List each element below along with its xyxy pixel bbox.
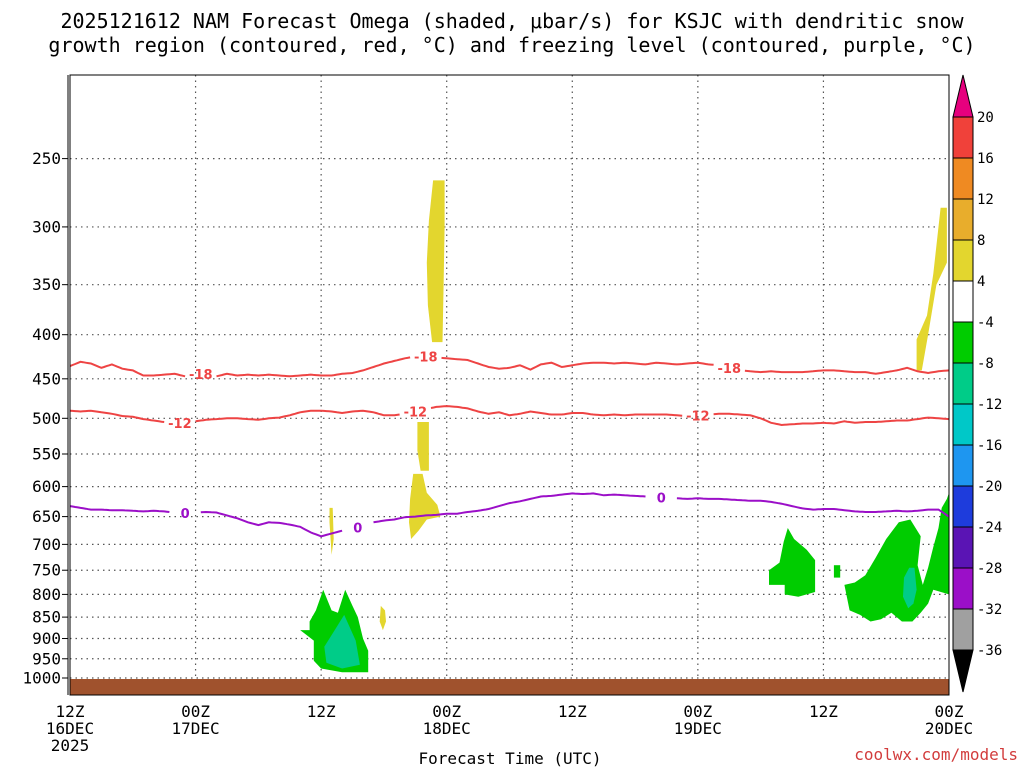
x-tick-label: 19DEC <box>674 719 722 738</box>
omega-shaded-region <box>903 567 917 609</box>
y-tick-label: 500 <box>32 409 61 428</box>
y-tick-label: 550 <box>32 445 61 464</box>
omega-shaded-region <box>379 605 386 631</box>
y-tick-label: 850 <box>32 608 61 627</box>
omega-shaded-region <box>916 207 947 371</box>
y-axis-tick-labels: 250 300 350 400 450 500 550 600 650 700 750 800 850 9… <box>22 149 68 688</box>
colorbar-label: 12 <box>977 192 994 208</box>
y-tick-label: 400 <box>32 325 61 344</box>
x-tick-label: 12Z <box>56 702 85 721</box>
omega-shaded-region <box>324 614 360 669</box>
plot-border <box>69 74 950 696</box>
omega-shaded-region <box>769 528 816 597</box>
y-tick-label: 450 <box>32 369 61 388</box>
y-tick-label: 800 <box>32 585 61 604</box>
y-tick-label: 750 <box>32 561 61 580</box>
colorbar-bin <box>952 485 974 528</box>
colorbar-bin <box>952 403 974 446</box>
y-tick-label: 300 <box>32 217 61 236</box>
contour-label: -12 <box>404 405 428 420</box>
omega-shaded-regions <box>300 180 949 673</box>
x-tick-label: 17DEC <box>171 719 219 738</box>
contour-label: 0 <box>657 491 666 506</box>
contour-line-0 <box>69 492 950 538</box>
colorbar-bin <box>952 116 974 159</box>
chart-title-line-1: 2025121612 NAM Forecast Omega (shaded, μ… <box>60 9 964 33</box>
colorbar-label: 4 <box>977 274 985 290</box>
colorbar-bin <box>952 280 974 323</box>
colorbar-label: -20 <box>977 479 1002 495</box>
contour-label: -12 <box>168 417 192 432</box>
contour-label: 0 <box>181 507 190 522</box>
colorbar-bin <box>952 608 974 651</box>
omega-shaded-region <box>426 180 445 343</box>
colorbar-arrow-bottom <box>952 649 974 693</box>
colorbar-label: 8 <box>977 233 985 249</box>
colorbar-arrow-top <box>952 74 974 118</box>
y-tick-label: 950 <box>32 649 61 668</box>
plot-background <box>70 75 949 695</box>
x-tick-label: 00Z <box>935 702 964 721</box>
contour-line--12 <box>69 405 950 427</box>
colorbar-bin <box>952 567 974 610</box>
plot-area <box>70 75 949 695</box>
colorbar-bin <box>952 321 974 364</box>
contour-label: -18 <box>718 362 742 377</box>
plot-frame <box>67 74 950 696</box>
y-tick-label: 250 <box>32 149 61 168</box>
colorbar-label: -8 <box>977 356 994 372</box>
colorbar: 20 16 12 8 4 -4 -8 -12 -16 -20 -24 -28 -32 -36 <box>952 74 1002 693</box>
x-tick-label: 20DEC <box>925 719 973 738</box>
colorbar-label: -16 <box>977 438 1002 454</box>
chart-title-line-2: growth region (contoured, red, °C) and f… <box>48 33 975 57</box>
x-tick-label: 12Z <box>558 702 587 721</box>
contour-label: 0 <box>353 522 362 537</box>
x-tick-label: 12Z <box>809 702 838 721</box>
x-tick-label: 18DEC <box>423 719 471 738</box>
contour-label: -12 <box>686 409 710 424</box>
colorbar-label: -4 <box>977 315 994 331</box>
y-tick-label: 650 <box>32 507 61 526</box>
x-tick-label: 00Z <box>432 702 461 721</box>
x-axis-label: Forecast Time (UTC) <box>418 749 601 768</box>
omega-shaded-region <box>833 565 841 578</box>
colorbar-label: -12 <box>977 397 1002 413</box>
y-tick-label: 700 <box>32 535 61 554</box>
colorbar-label: 16 <box>977 151 994 167</box>
x-tick-label: 00Z <box>683 702 712 721</box>
watermark: coolwx.com/models <box>854 745 1018 764</box>
x-tick-label: 2025 <box>51 736 90 755</box>
contour-label: -18 <box>189 368 213 383</box>
x-tick-label: 16DEC <box>46 719 94 738</box>
colorbar-label: -24 <box>977 520 1002 536</box>
y-tick-label: 600 <box>32 477 61 496</box>
colorbar-bin <box>952 239 974 282</box>
x-tick-label: 00Z <box>181 702 210 721</box>
colorbar-bin <box>952 526 974 569</box>
colorbar-label: -32 <box>977 602 1002 618</box>
colorbar-bin <box>952 444 974 487</box>
y-tick-label: 1000 <box>22 669 61 688</box>
colorbar-label: -36 <box>977 643 1002 659</box>
contour-line--18 <box>69 356 950 378</box>
colorbar-label: 20 <box>977 110 994 126</box>
omega-shaded-region <box>417 422 429 471</box>
contour-label: -18 <box>414 351 438 366</box>
y-tick-label: 900 <box>32 629 61 648</box>
omega-shaded-region <box>844 492 949 622</box>
x-tick-label: 12Z <box>307 702 336 721</box>
colorbar-bin <box>952 198 974 241</box>
colorbar-bin <box>952 362 974 405</box>
terrain-ground <box>70 679 949 695</box>
temperature-contours: -18 -18 -18 -12 -12 -12 0 0 0 <box>69 351 950 538</box>
terrain-fill <box>70 679 949 695</box>
omega-shaded-region <box>409 473 441 539</box>
colorbar-label: -28 <box>977 561 1002 577</box>
colorbar-bin <box>952 157 974 200</box>
omega-shaded-region <box>329 507 334 555</box>
y-tick-label: 350 <box>32 275 61 294</box>
